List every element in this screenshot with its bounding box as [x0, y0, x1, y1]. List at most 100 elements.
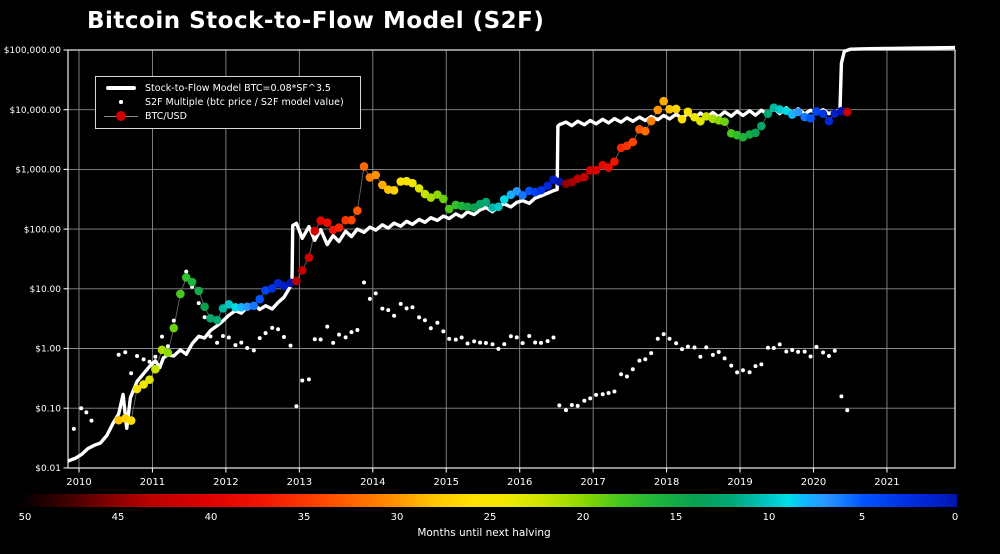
- btc-usd-dot: [640, 126, 650, 136]
- btc-usd-dot: [389, 186, 399, 195]
- s2f-multiple-dot: [649, 351, 654, 356]
- btc-usd-dot: [757, 121, 766, 131]
- s2f-multiple-dot: [527, 334, 532, 339]
- colorbar-tick-label: 35: [297, 512, 311, 523]
- s2f-multiple-dot: [545, 339, 550, 344]
- btc-usd-dot: [334, 223, 344, 232]
- btc-usd-dot: [242, 302, 252, 312]
- s2f-multiple-dot: [740, 368, 745, 373]
- s2f-multiple-dot: [343, 335, 348, 340]
- y-tick-label: $100,000.00: [4, 46, 62, 56]
- btc-usd-dot: [818, 109, 828, 119]
- s2f-multiple-dot: [318, 337, 323, 342]
- s2f-multiple-dot: [355, 328, 360, 333]
- btc-usd-dot: [145, 375, 154, 385]
- btc-usd-dot: [793, 107, 803, 117]
- s2f-multiple-dot: [557, 403, 562, 408]
- btc-usd-dot: [659, 96, 668, 106]
- s2f-multiple-dot: [514, 335, 519, 340]
- btc-usd-dot: [114, 415, 123, 425]
- btc-usd-dot: [194, 286, 204, 296]
- s2f-multiple-dot: [84, 410, 89, 415]
- s2f-multiple-dot: [839, 394, 844, 399]
- btc-usd-dot: [628, 137, 638, 147]
- btc-usd-dot: [696, 116, 705, 126]
- s2f-multiple-dot: [361, 280, 366, 285]
- x-tick-label: 2018: [654, 477, 679, 488]
- s2f-multiple-dot: [722, 356, 727, 361]
- y-tick-label: $10,000.00: [9, 106, 61, 116]
- y-tick-label: $0.10: [35, 404, 61, 414]
- s2f-multiple-dot: [582, 398, 587, 403]
- s2f-multiple-dot: [276, 327, 281, 332]
- btc-usd-dot: [806, 113, 815, 123]
- btc-usd-dot: [481, 197, 491, 207]
- s2f-multiple-dot: [716, 350, 721, 355]
- s2f-multiple-dot: [71, 426, 76, 431]
- colorbar-tick-label: 5: [858, 512, 866, 523]
- s2f-multiple-dots: [71, 269, 850, 431]
- btc-usd-dot: [169, 323, 179, 333]
- btc-usd-dot: [555, 177, 564, 186]
- s2f-multiple-dot: [325, 324, 330, 329]
- s2f-multiple-dot: [422, 318, 427, 323]
- s2f-multiple-dot: [245, 345, 250, 350]
- s2f-multiple-dot: [312, 337, 317, 342]
- s2f-multiple-dot: [784, 349, 789, 354]
- btc-usd-dot: [720, 117, 729, 126]
- s2f-multiple-dot: [575, 403, 580, 408]
- x-tick-label: 2016: [507, 477, 532, 488]
- s2f-multiple-dot: [563, 408, 568, 413]
- legend-item-btcusd: BTC/USD: [102, 109, 354, 123]
- y-tick-label: $0.01: [35, 464, 61, 474]
- btc-usd-dot: [353, 206, 362, 215]
- btc-usd-dot: [371, 170, 381, 180]
- legend-label: Stock-to-Flow Model BTC=0.08*SF^3.5: [145, 82, 331, 94]
- btc-usd-dot: [163, 348, 173, 358]
- s2f-multiple-dot: [233, 343, 238, 348]
- colorbar-tick-label: 25: [483, 512, 497, 523]
- s2f-multiple-dot: [337, 332, 342, 337]
- btc-usd-dot: [249, 301, 259, 311]
- btc-usd-dot: [536, 185, 546, 195]
- s2f-multiple-dot: [692, 345, 697, 350]
- btc-usd-dot: [292, 276, 301, 286]
- s2f-multiple-dot: [428, 326, 433, 331]
- x-tick-label: 2019: [727, 477, 752, 488]
- btc-usd-dot: [842, 107, 852, 117]
- s2f-multiple-dot: [435, 320, 440, 325]
- btc-usd-dot: [347, 215, 356, 225]
- btc-usd-dot: [518, 190, 527, 200]
- s2f-multiple-dot: [796, 349, 801, 354]
- x-tick-label: 2012: [213, 477, 238, 488]
- s2f-multiple-dot: [220, 333, 225, 338]
- s2f-multiple-dot: [594, 392, 599, 397]
- s2f-multiple-dot: [89, 418, 94, 423]
- s2f-multiple-dot: [367, 296, 372, 301]
- btc-usd-dot: [463, 202, 472, 212]
- colorbar-tick-label: 30: [390, 512, 404, 523]
- btc-usd-dot: [181, 273, 191, 282]
- x-tick-label: 2017: [580, 477, 605, 488]
- s2f-multiple-dot: [281, 335, 286, 340]
- btc-usd-dot: [580, 172, 589, 182]
- s2f-multiple-dot: [624, 374, 629, 379]
- s2f-multiple-dot: [349, 330, 354, 335]
- btc-usd-dot: [304, 253, 314, 262]
- s2f-multiple-dot: [465, 341, 470, 346]
- s2f-multiple-dot: [832, 348, 837, 353]
- s2f-multiple-dot: [239, 340, 244, 345]
- s2f-multiple-dot: [171, 318, 176, 323]
- s2f-multiple-dot: [483, 341, 488, 346]
- s2f-multiple-dot: [777, 342, 782, 347]
- x-tick-label: 2013: [287, 477, 312, 488]
- s2f-multiple-dot: [251, 348, 256, 353]
- colorbar-tick-label: 40: [204, 512, 218, 523]
- btc-usd-dot: [279, 281, 289, 291]
- s2f-multiple-dot: [141, 357, 146, 362]
- s2f-multiple-dot: [808, 354, 813, 359]
- s2f-multiple-dot: [588, 396, 593, 401]
- s2f-multiple-dot: [184, 269, 189, 274]
- s2f-multiple-dot: [520, 341, 525, 346]
- s2f-multiple-dot: [472, 339, 477, 344]
